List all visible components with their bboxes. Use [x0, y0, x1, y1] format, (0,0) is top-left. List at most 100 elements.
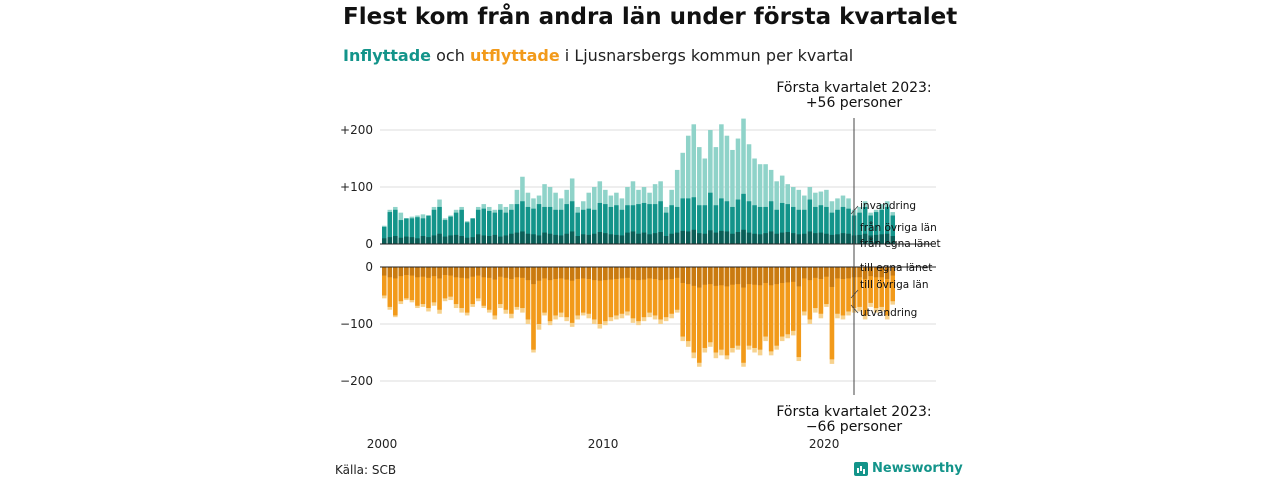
- bar-out-ovriga-lan: [464, 267, 470, 313]
- bar-in-egna-lanet: [768, 231, 774, 244]
- bar-in-ovriga-lan: [525, 206, 531, 244]
- bar-in-invandring: [708, 130, 713, 244]
- bar-in-invandring: [702, 158, 708, 244]
- bar-out-egna-lanet: [857, 267, 862, 278]
- bar-in-ovriga-lan: [890, 215, 896, 244]
- source-label: Källa: SCB: [335, 463, 397, 477]
- bar-in-egna-lanet: [448, 235, 453, 244]
- bar-in-ovriga-lan: [735, 199, 741, 244]
- bar-in-ovriga-lan: [763, 206, 768, 244]
- bar-in-ovriga-lan: [498, 209, 503, 244]
- bar-in-ovriga-lan: [564, 204, 569, 244]
- bar-out-ovriga-lan: [487, 267, 492, 310]
- bar-out-ovriga-lan: [680, 267, 685, 337]
- bar-in-egna-lanet: [884, 233, 890, 244]
- bar-in-ovriga-lan: [608, 206, 614, 244]
- bar-in-ovriga-lan: [824, 206, 829, 244]
- bar-in-egna-lanet: [785, 232, 790, 244]
- series-label-out: till övriga län: [860, 279, 929, 291]
- bar-out-egna-lanet: [426, 267, 431, 278]
- bar-in-ovriga-lan: [757, 206, 763, 244]
- bar-in-ovriga-lan: [487, 210, 492, 244]
- bar-in-egna-lanet: [846, 233, 851, 244]
- bar-out-ovriga-lan: [708, 267, 713, 343]
- bar-in-ovriga-lan: [663, 212, 669, 244]
- bar-in-ovriga-lan: [857, 212, 862, 244]
- series-label-in: från övriga län: [860, 221, 937, 234]
- bar-in-ovriga-lan: [398, 220, 404, 244]
- brand-name: Newsworthy: [872, 461, 963, 476]
- bar-in-egna-lanet: [763, 233, 768, 244]
- bar-out-ovriga-lan: [840, 267, 846, 316]
- bar-out-egna-lanet: [437, 267, 442, 279]
- bar-in-ovriga-lan: [531, 208, 536, 244]
- bar-out-ovriga-lan: [575, 267, 580, 316]
- bar-out-egna-lanet: [481, 267, 487, 278]
- bar-out-ovriga-lan: [868, 267, 873, 303]
- bar-out-ovriga-lan: [592, 267, 597, 320]
- bar-out-egna-lanet: [647, 267, 652, 279]
- bar-in-egna-lanet: [481, 235, 487, 244]
- bar-out-egna-lanet: [564, 267, 569, 280]
- bar-out-ovriga-lan: [774, 267, 779, 346]
- bar-out-egna-lanet: [475, 267, 481, 276]
- bar-out-egna-lanet: [415, 267, 420, 278]
- bar-out-egna-lanet: [879, 267, 884, 278]
- bar-in-ovriga-lan: [785, 204, 790, 244]
- bar-in-egna-lanet: [453, 234, 459, 244]
- bar-out-ovriga-lan: [713, 267, 719, 353]
- bar-out-egna-lanet: [603, 267, 608, 281]
- bar-in-egna-lanet: [796, 234, 802, 244]
- bar-out-egna-lanet: [553, 267, 558, 279]
- bar-in-egna-lanet: [746, 232, 752, 244]
- bar-out-egna-lanet: [509, 267, 514, 279]
- bar-in-egna-lanet: [459, 236, 464, 244]
- newsworthy-logo-icon: [854, 461, 868, 476]
- bar-out-egna-lanet: [702, 267, 708, 285]
- bar-out-egna-lanet: [846, 267, 851, 279]
- bar-in-egna-lanet: [702, 233, 708, 244]
- bar-out-egna-lanet: [487, 267, 492, 278]
- bar-out-egna-lanet: [569, 267, 575, 281]
- bar-in-egna-lanet: [697, 233, 702, 244]
- bar-in-ovriga-lan: [790, 206, 796, 244]
- bar-out-egna-lanet: [652, 267, 658, 279]
- bar-out-ovriga-lan: [437, 267, 442, 310]
- bar-out-ovriga-lan: [603, 267, 608, 322]
- bar-in-ovriga-lan: [647, 204, 652, 244]
- y-tick-label-top: +100: [340, 180, 373, 194]
- bar-out-ovriga-lan: [404, 267, 409, 299]
- bar-out-egna-lanet: [685, 267, 691, 285]
- bar-out-ovriga-lan: [790, 267, 796, 331]
- bar-out-egna-lanet: [862, 267, 868, 279]
- bar-out-egna-lanet: [575, 267, 580, 279]
- bar-in-ovriga-lan: [768, 201, 774, 244]
- bar-in-ovriga-lan: [708, 192, 713, 244]
- bar-out-egna-lanet: [586, 267, 592, 279]
- bar-in-egna-lanet: [498, 236, 503, 244]
- bar-in-ovriga-lan: [807, 199, 813, 244]
- bar-out-egna-lanet: [868, 267, 873, 277]
- series-label-in: från egna länet: [860, 237, 941, 250]
- bar-out-ovriga-lan: [768, 267, 774, 352]
- bar-out-egna-lanet: [735, 267, 741, 285]
- bar-in-egna-lanet: [426, 237, 431, 244]
- chart-title: Flest kom från andra län under första kv…: [343, 4, 958, 30]
- bar-in-egna-lanet: [592, 233, 597, 244]
- bar-out-ovriga-lan: [807, 267, 813, 320]
- bar-out-ovriga-lan: [818, 267, 824, 314]
- series-label-out: till egna länet: [860, 262, 932, 274]
- bar-in-egna-lanet: [890, 236, 896, 244]
- bar-in-invandring: [697, 147, 702, 244]
- bar-in-egna-lanet: [492, 234, 498, 244]
- bar-out-ovriga-lan: [752, 267, 757, 348]
- bar-in-ovriga-lan: [702, 205, 708, 244]
- bar-out-ovriga-lan: [619, 267, 625, 314]
- bar-out-egna-lanet: [498, 267, 503, 277]
- bar-out-egna-lanet: [796, 267, 802, 287]
- bar-in-ovriga-lan: [674, 206, 680, 244]
- bar-in-egna-lanet: [420, 236, 426, 244]
- bar-in-ovriga-lan: [420, 218, 426, 244]
- bar-in-egna-lanet: [658, 232, 663, 244]
- bar-out-egna-lanet: [625, 267, 630, 278]
